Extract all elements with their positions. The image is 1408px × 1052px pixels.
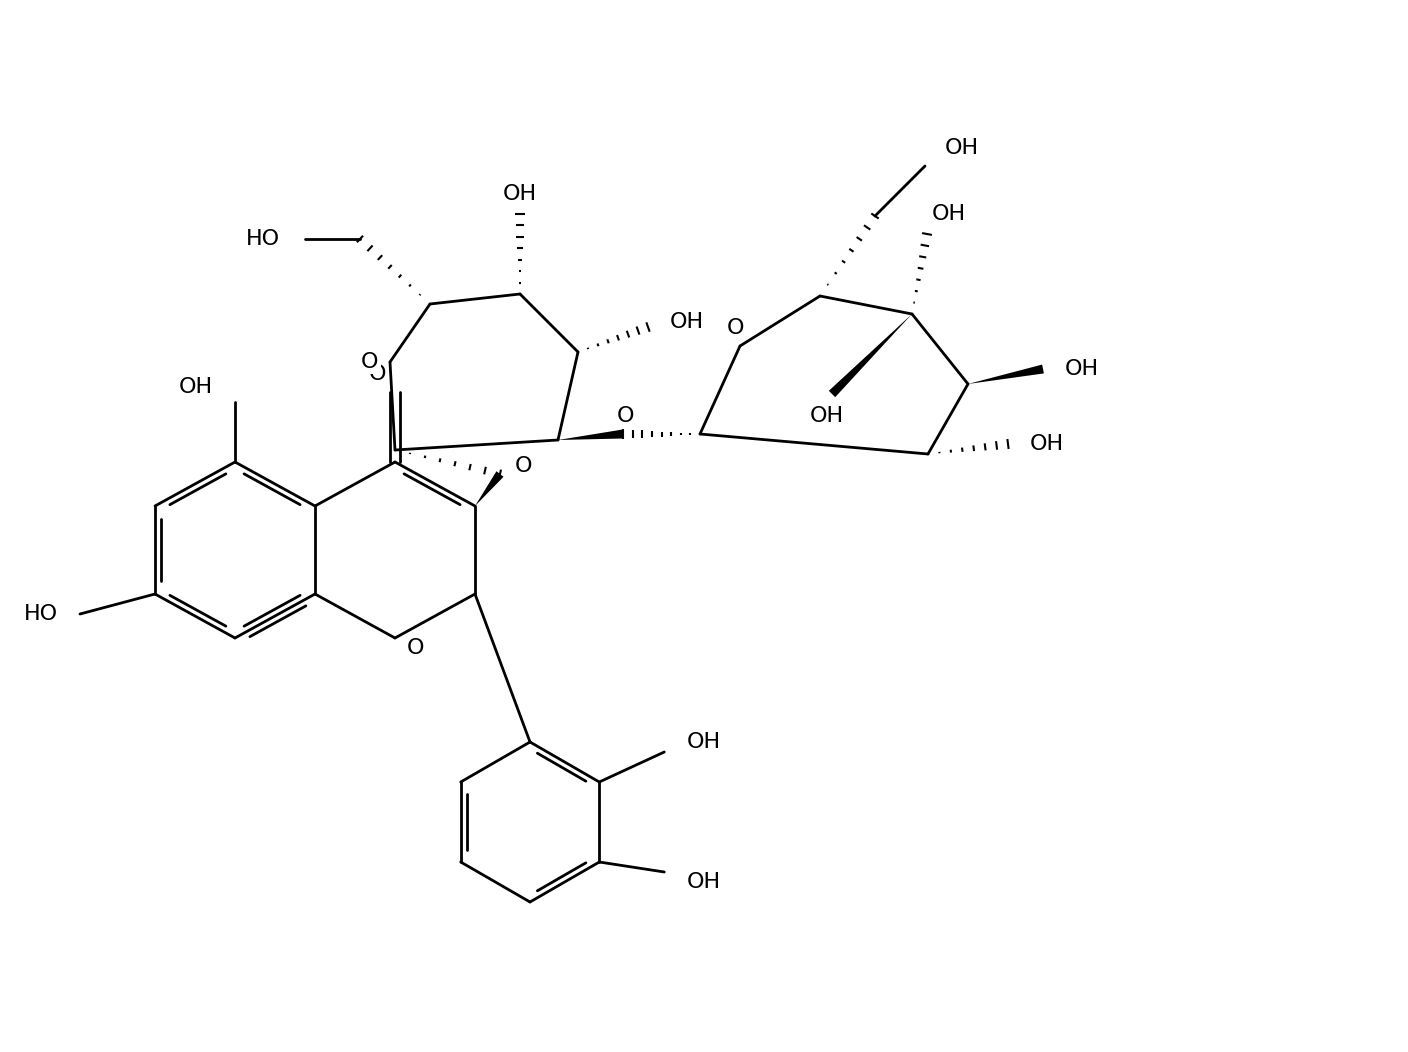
Text: HO: HO bbox=[246, 229, 280, 249]
Text: O: O bbox=[515, 456, 532, 476]
Text: O: O bbox=[617, 406, 635, 426]
Text: O: O bbox=[369, 364, 386, 384]
Text: O: O bbox=[727, 318, 743, 338]
Text: OH: OH bbox=[179, 377, 213, 397]
Text: OH: OH bbox=[810, 406, 843, 426]
Text: OH: OH bbox=[945, 138, 979, 158]
Polygon shape bbox=[558, 429, 624, 440]
Text: O: O bbox=[362, 352, 379, 372]
Text: OH: OH bbox=[1031, 434, 1064, 454]
Text: O: O bbox=[407, 638, 424, 658]
Polygon shape bbox=[829, 313, 912, 398]
Text: OH: OH bbox=[503, 184, 536, 204]
Polygon shape bbox=[969, 365, 1043, 384]
Text: OH: OH bbox=[1064, 359, 1100, 379]
Text: OH: OH bbox=[686, 732, 721, 752]
Text: HO: HO bbox=[24, 604, 58, 624]
Text: OH: OH bbox=[686, 872, 721, 892]
Text: OH: OH bbox=[932, 204, 966, 224]
Text: OH: OH bbox=[670, 312, 704, 332]
Polygon shape bbox=[474, 471, 504, 506]
